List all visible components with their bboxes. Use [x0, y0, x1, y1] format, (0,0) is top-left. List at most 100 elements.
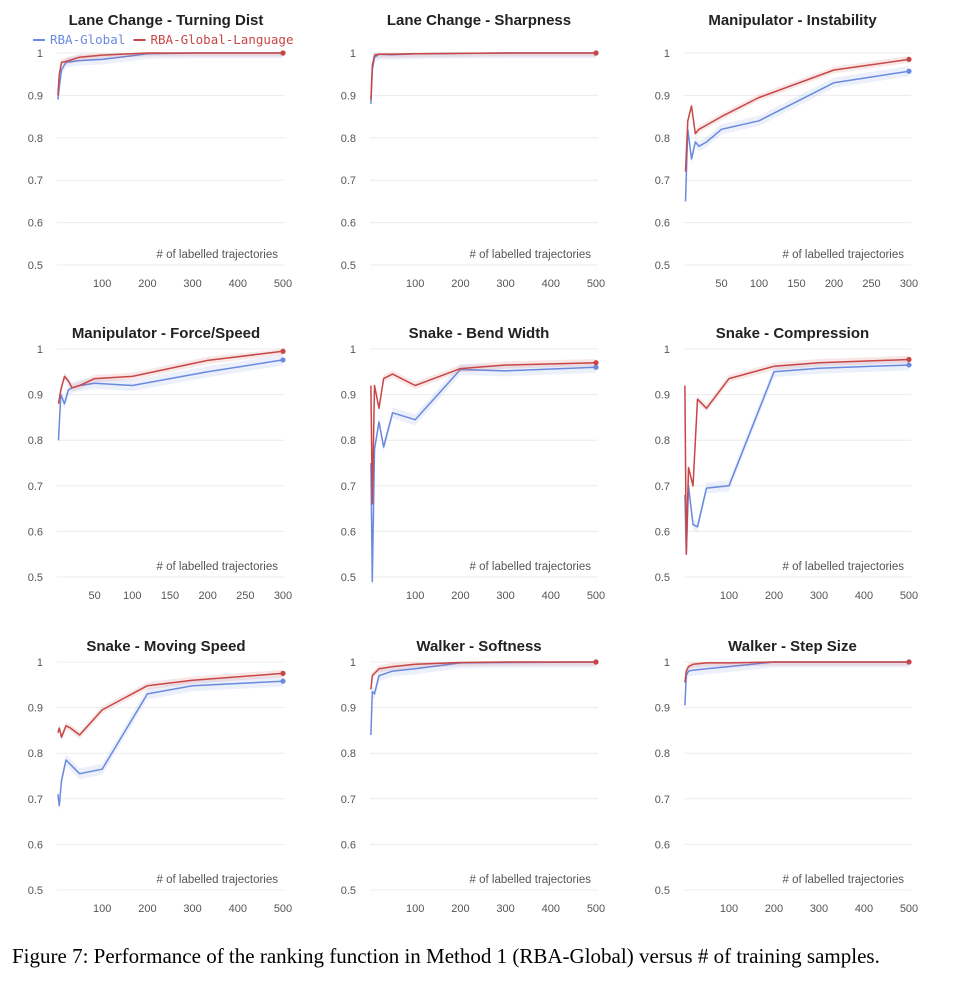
x-tick-label: 200 — [451, 278, 469, 290]
x-axis-label: # of labelled trajectories — [470, 874, 592, 886]
y-tick-label: 0.9 — [341, 390, 356, 402]
x-tick-label: 100 — [93, 278, 111, 290]
x-tick-label: 100 — [720, 903, 738, 915]
series-end-marker-language — [906, 56, 912, 62]
chart-panel: Manipulator - Force/Speed 0.5 0.6 0.7 0.8 0.9… — [28, 325, 292, 602]
y-tick-label: 0.5 — [28, 572, 43, 584]
series-end-marker-language — [906, 659, 912, 665]
x-tick-label: 400 — [542, 590, 560, 602]
y-tick-label: 0.7 — [28, 794, 43, 806]
y-tick-label: 0.8 — [28, 748, 43, 760]
y-tick-label: 0.8 — [655, 748, 670, 760]
series-end-marker-global — [280, 357, 286, 363]
x-tick-label: 400 — [542, 278, 560, 290]
x-tick-label: 300 — [183, 903, 201, 915]
y-tick-label: 0.9 — [655, 390, 670, 402]
y-tick-label: 0.7 — [28, 481, 43, 493]
chart-panel: Walker - Step Size 0.5 0.6 0.7 0.8 0.9 1 100 200… — [655, 638, 918, 915]
series-end-marker-language — [906, 356, 912, 363]
y-tick-label: 0.9 — [28, 703, 43, 715]
chart-title: Snake - Compression — [716, 325, 869, 342]
y-tick-label: 0.7 — [655, 481, 670, 493]
x-tick-label: 300 — [810, 590, 828, 602]
chart-panel: Lane Change - Sharpness 0.5 0.6 0.7 0.8 0.9 1 1… — [341, 12, 605, 290]
series-band-global — [685, 66, 909, 207]
x-tick-label: 250 — [236, 590, 254, 602]
y-tick-label: 0.6 — [655, 839, 670, 851]
y-tick-label: 0.5 — [655, 885, 670, 897]
series-line-global — [57, 52, 283, 100]
x-tick-label: 200 — [451, 903, 469, 915]
x-tick-label: 400 — [229, 903, 247, 915]
x-tick-label: 100 — [406, 903, 424, 915]
y-tick-label: 0.6 — [655, 218, 670, 230]
x-tick-label: 200 — [765, 590, 783, 602]
y-tick-label: 0.5 — [341, 572, 356, 584]
y-tick-label: 0.5 — [655, 572, 670, 584]
series-band-language — [685, 56, 909, 176]
chart-panel: Lane Change - Turning Dist 0.5 0.6 0.7 0.8 0.… — [28, 12, 294, 290]
series-band-language — [684, 355, 909, 558]
chart-panel: Walker - Softness 0.5 0.6 0.7 0.8 0.9 1 100 200 3… — [341, 638, 605, 915]
chart-title: Lane Change - Turning Dist — [69, 12, 264, 29]
y-tick-label: 1 — [664, 48, 670, 60]
x-tick-label: 500 — [587, 278, 605, 290]
x-tick-label: 500 — [274, 278, 292, 290]
series-line-global — [57, 359, 284, 441]
series-end-marker-global — [906, 68, 912, 74]
x-tick-label: 100 — [720, 590, 738, 602]
y-tick-label: 0.9 — [655, 703, 670, 715]
x-tick-label: 300 — [496, 278, 514, 290]
y-tick-label: 1 — [350, 48, 356, 60]
x-tick-label: 300 — [274, 590, 292, 602]
y-tick-label: 0.7 — [341, 175, 356, 187]
y-tick-label: 0.5 — [28, 885, 43, 897]
series-band-global — [370, 662, 596, 741]
legend-label-global: RBA-Global — [50, 32, 125, 47]
x-tick-label: 100 — [750, 278, 768, 290]
y-tick-label: 0.7 — [341, 481, 356, 493]
series-line-language — [684, 58, 910, 172]
series-end-marker-global — [280, 678, 286, 684]
x-tick-label: 400 — [855, 903, 873, 915]
series-line-global — [684, 70, 910, 202]
x-tick-label: 400 — [542, 903, 560, 915]
series-band-language — [684, 662, 909, 687]
chart-title: Snake - Moving Speed — [86, 638, 245, 655]
x-axis-label: # of labelled trajectories — [157, 561, 279, 573]
series-end-marker-language — [593, 50, 599, 56]
x-axis-label: # of labelled trajectories — [157, 249, 279, 261]
chart-legend: RBA-Global RBA-Global-Language — [33, 32, 294, 47]
y-tick-label: 0.7 — [28, 175, 43, 187]
series-line-global — [370, 366, 597, 583]
y-tick-label: 0.7 — [341, 794, 356, 806]
x-tick-label: 50 — [89, 590, 101, 602]
x-tick-label: 500 — [587, 903, 605, 915]
y-tick-label: 0.9 — [28, 90, 43, 102]
x-tick-label: 400 — [229, 278, 247, 290]
x-axis-label: # of labelled trajectories — [470, 561, 592, 573]
y-tick-label: 0.8 — [655, 435, 670, 447]
x-tick-label: 300 — [900, 278, 918, 290]
series-line-language — [57, 350, 284, 404]
chart-title: Walker - Softness — [416, 638, 541, 655]
figure-caption: Figure 7: Performance of the ranking fun… — [12, 944, 880, 968]
x-tick-label: 500 — [900, 590, 918, 602]
x-axis-label: # of labelled trajectories — [783, 874, 905, 886]
x-tick-label: 500 — [587, 590, 605, 602]
y-tick-label: 1 — [350, 344, 356, 356]
y-tick-label: 0.6 — [28, 839, 43, 851]
y-tick-label: 1 — [664, 344, 670, 356]
y-tick-label: 0.9 — [341, 703, 356, 715]
chart-panel: Snake - Moving Speed 0.5 0.6 0.7 0.8 0.9 1 100 2… — [28, 638, 292, 915]
x-tick-label: 100 — [406, 278, 424, 290]
x-tick-label: 400 — [855, 590, 873, 602]
x-tick-label: 50 — [715, 278, 727, 290]
y-tick-label: 0.6 — [28, 218, 43, 230]
y-tick-label: 0.5 — [655, 260, 670, 272]
y-tick-label: 0.6 — [341, 839, 356, 851]
series-band-global — [57, 675, 284, 812]
x-tick-label: 200 — [765, 903, 783, 915]
y-tick-label: 0.8 — [28, 435, 43, 447]
y-tick-label: 0.9 — [341, 90, 356, 102]
